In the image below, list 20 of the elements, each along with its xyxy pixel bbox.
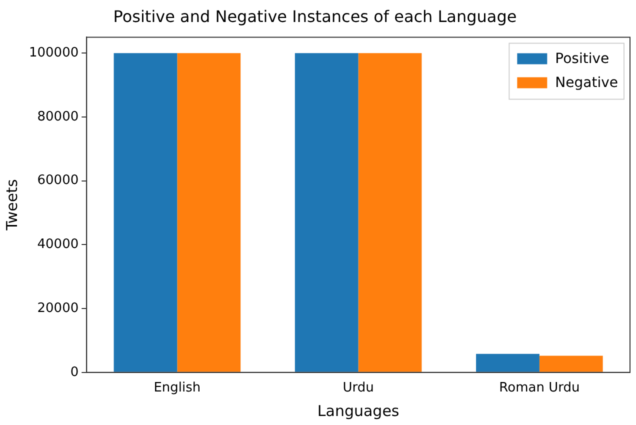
- y-tick-label: 0: [70, 364, 79, 380]
- x-tick-label: Roman Urdu: [499, 380, 580, 396]
- bar: [114, 53, 178, 372]
- x-tick-label: English: [154, 380, 201, 396]
- y-tick-label: 40000: [37, 237, 79, 252]
- y-tick-label: 20000: [37, 300, 79, 316]
- bar: [539, 356, 603, 372]
- x-tick-label: Urdu: [342, 380, 374, 396]
- bar: [177, 53, 241, 372]
- legend-label: Negative: [555, 74, 618, 91]
- legend-label: Positive: [555, 50, 610, 67]
- y-tick-label: 60000: [37, 173, 79, 188]
- y-tick-label: 80000: [37, 109, 79, 124]
- x-axis-title: Languages: [317, 402, 400, 420]
- chart-title: Positive and Negative Instances of each Language: [113, 6, 517, 26]
- bar: [358, 53, 422, 372]
- y-axis-title: Tweets: [2, 179, 21, 232]
- bar: [476, 354, 540, 372]
- y-tick-label: 100000: [28, 46, 79, 61]
- bar: [294, 53, 358, 372]
